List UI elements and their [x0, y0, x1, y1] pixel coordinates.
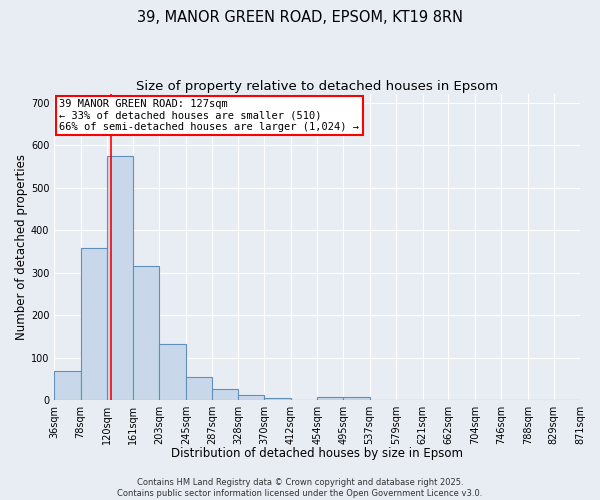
- Title: Size of property relative to detached houses in Epsom: Size of property relative to detached ho…: [136, 80, 498, 93]
- Bar: [186, 378, 212, 400]
- Text: Contains HM Land Registry data © Crown copyright and database right 2025.
Contai: Contains HM Land Registry data © Crown c…: [118, 478, 482, 498]
- Bar: [343, 396, 370, 400]
- Bar: [160, 344, 186, 400]
- Bar: [238, 395, 265, 400]
- X-axis label: Distribution of detached houses by size in Epsom: Distribution of detached houses by size …: [171, 447, 463, 460]
- Text: 39, MANOR GREEN ROAD, EPSOM, KT19 8RN: 39, MANOR GREEN ROAD, EPSOM, KT19 8RN: [137, 10, 463, 25]
- Bar: [265, 398, 291, 400]
- Bar: [317, 396, 343, 400]
- Y-axis label: Number of detached properties: Number of detached properties: [15, 154, 28, 340]
- Text: 39 MANOR GREEN ROAD: 127sqm
← 33% of detached houses are smaller (510)
66% of se: 39 MANOR GREEN ROAD: 127sqm ← 33% of det…: [59, 99, 359, 132]
- Bar: [80, 248, 107, 400]
- Bar: [212, 390, 238, 400]
- Bar: [54, 371, 80, 400]
- Bar: [133, 266, 160, 400]
- Bar: [107, 156, 133, 400]
